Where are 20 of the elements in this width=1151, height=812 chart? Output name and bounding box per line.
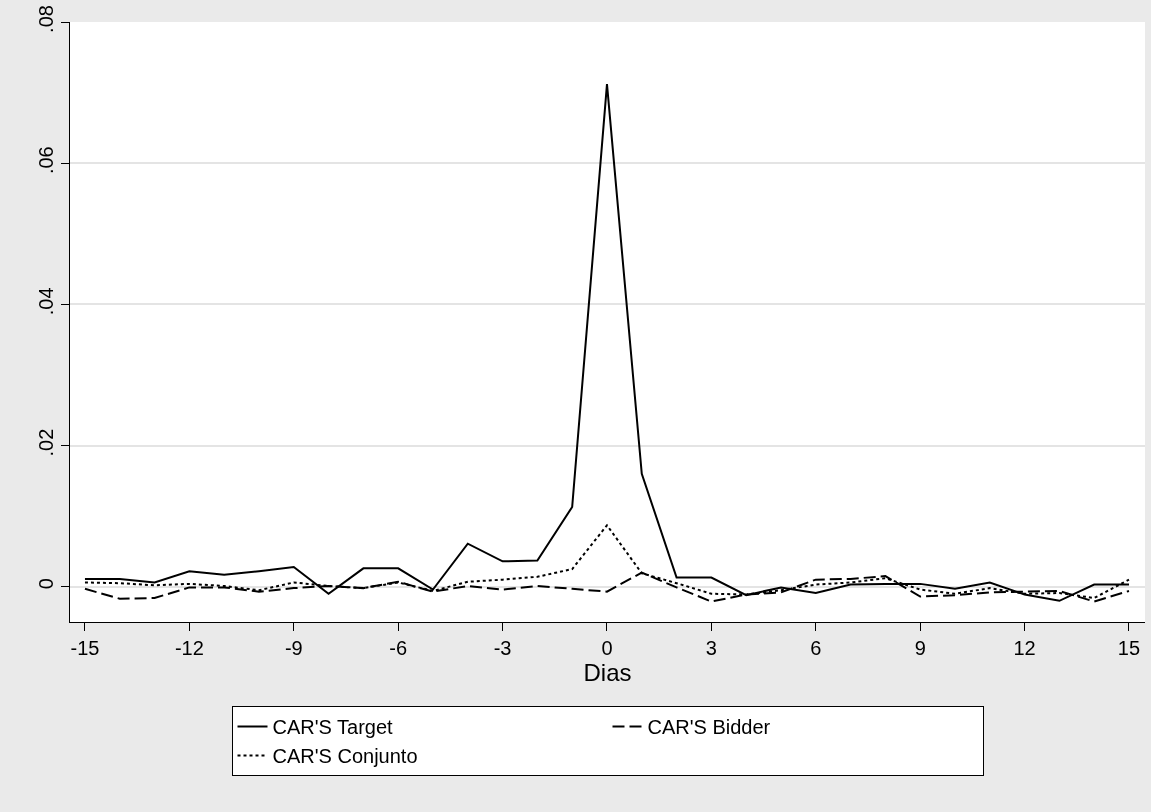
y-tick-label: .04: [35, 287, 57, 316]
y-tick-label: .02: [35, 428, 57, 457]
x-tick-label: -12: [174, 637, 204, 659]
x-tick-label: 3: [705, 637, 717, 659]
x-tick-label: 0: [601, 637, 613, 659]
x-tick-label: 12: [1013, 637, 1036, 659]
x-tick-label: 15: [1117, 637, 1141, 659]
x-tick-label: -9: [284, 637, 303, 659]
x-tick-label: -3: [493, 637, 512, 659]
legend-label: CAR'S Target: [272, 716, 394, 739]
x-tick-label: -6: [389, 637, 408, 659]
x-axis-title: Dias: [583, 659, 632, 686]
y-tick-label: .06: [35, 146, 57, 175]
legend-label: CAR'S Bidder: [647, 716, 771, 739]
x-tick-label: -15: [70, 637, 100, 659]
y-tick-label: .08: [35, 5, 57, 33]
x-tick-label: 9: [914, 637, 926, 659]
x-tick-label: 6: [810, 637, 822, 659]
y-tick-label: 0: [35, 578, 57, 590]
legend-label: CAR'S Conjunto: [272, 745, 418, 768]
